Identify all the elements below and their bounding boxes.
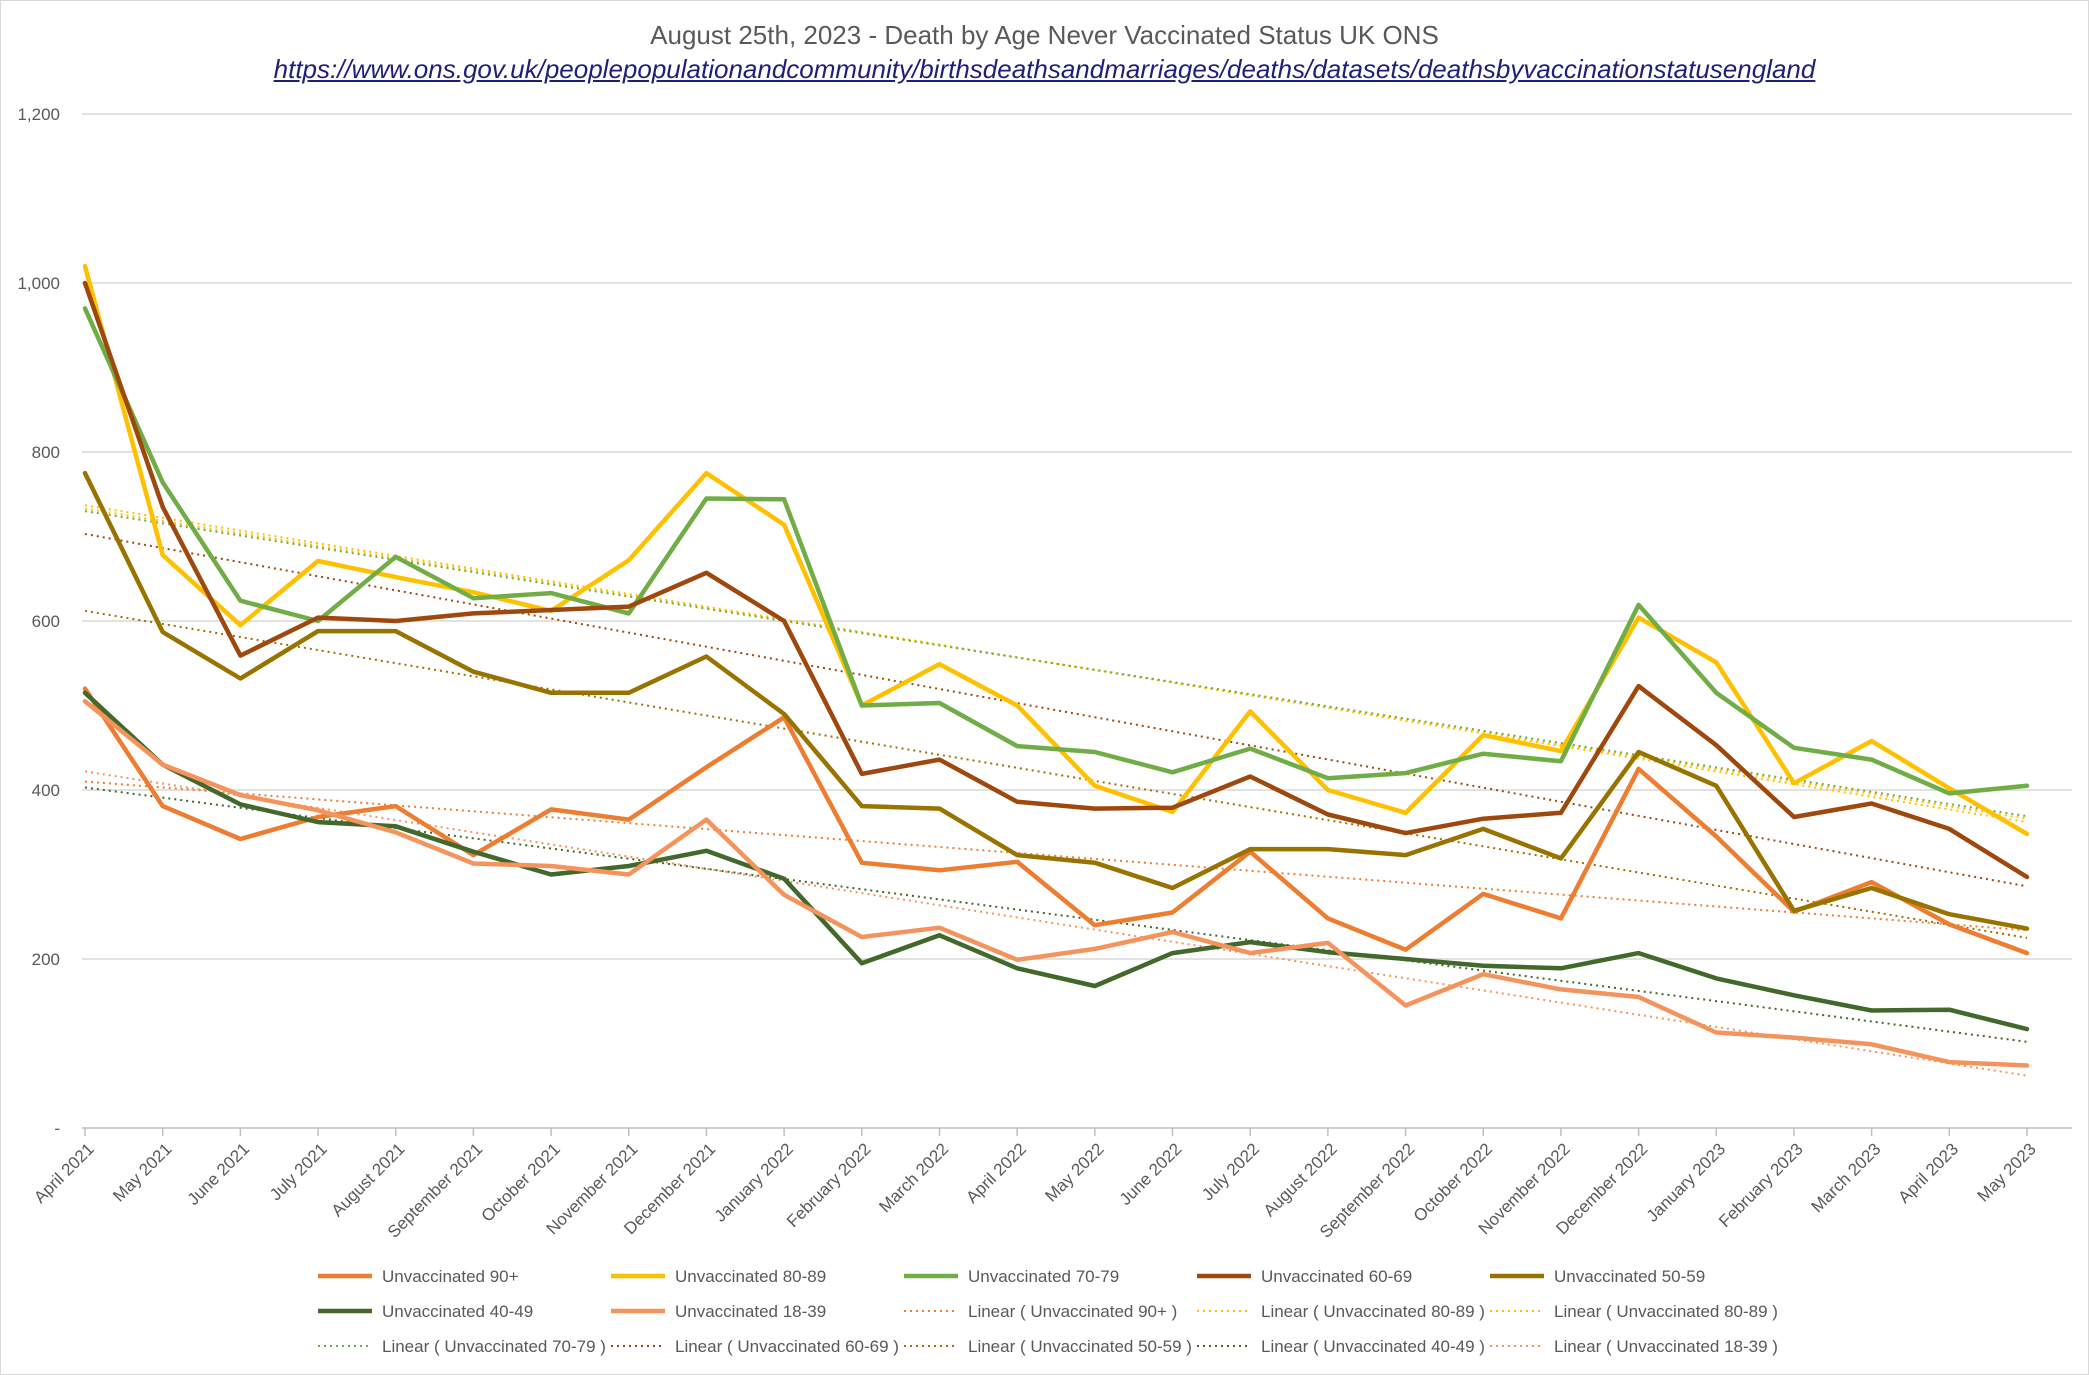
- legend-entry[interactable]: Linear ( Unvaccinated 60-69 ): [611, 1337, 899, 1356]
- legend-label: Linear ( Unvaccinated 18-39 ): [1554, 1337, 1778, 1356]
- x-tick-label: April 2021: [30, 1139, 98, 1207]
- series-line: [82, 699, 2030, 1068]
- y-tick-label: 200: [32, 950, 60, 969]
- x-tick-label: May 2023: [1974, 1139, 2040, 1205]
- legend-label: Linear ( Unvaccinated 90+ ): [968, 1302, 1177, 1321]
- y-tick-label: 400: [32, 781, 60, 800]
- y-tick-label: -: [54, 1119, 60, 1138]
- trendline: [84, 507, 2028, 820]
- series-line: [82, 280, 2030, 880]
- chart-title: August 25th, 2023 - Death by Age Never V…: [650, 20, 1439, 50]
- trendline: [84, 510, 2028, 818]
- series-line: [82, 690, 2030, 1032]
- legend: Unvaccinated 90+ Unvaccinated 80-89 Unvacc…: [318, 1267, 1778, 1356]
- x-tick-label: February 2022: [783, 1139, 875, 1231]
- legend-entry[interactable]: Linear ( Unvaccinated 70-79 ): [318, 1337, 606, 1356]
- legend-label: Linear ( Unvaccinated 80-89 ): [1554, 1302, 1778, 1321]
- x-tick-label: June 2022: [1116, 1139, 1186, 1209]
- x-tick-label: August 2021: [328, 1139, 409, 1220]
- series-line: [82, 470, 2030, 931]
- y-axis: - 200 400 600 800 1,000 1,200: [17, 105, 60, 1138]
- x-axis: April 2021 May 2021 June 2021 July 2021Augu…: [30, 1127, 2072, 1242]
- legend-entry[interactable]: Linear ( Unvaccinated 50-59 ): [904, 1337, 1192, 1356]
- x-tick-label: August 2022: [1260, 1139, 1341, 1220]
- legend-entry[interactable]: Linear ( Unvaccinated 18-39 ): [1490, 1337, 1778, 1356]
- legend-label: Unvaccinated 18-39: [675, 1302, 826, 1321]
- legend-label: Linear ( Unvaccinated 80-89 ): [1261, 1302, 1485, 1321]
- legend-label: Linear ( Unvaccinated 60-69 ): [675, 1337, 899, 1356]
- legend-entry[interactable]: Unvaccinated 80-89: [611, 1267, 826, 1286]
- x-tick-label: February 2023: [1715, 1139, 1807, 1231]
- legend-entry[interactable]: Unvaccinated 60-69: [1197, 1267, 1412, 1286]
- x-tick-label: October 2022: [1410, 1139, 1496, 1225]
- legend-label: Linear ( Unvaccinated 40-49 ): [1261, 1337, 1485, 1356]
- x-tick-label: July 2022: [1198, 1139, 1263, 1204]
- series-line: [82, 263, 2030, 837]
- x-tick-label: March 2022: [875, 1139, 952, 1216]
- series-lines: [82, 263, 2030, 1068]
- x-tick-label: May 2022: [1041, 1139, 1107, 1205]
- legend-label: Unvaccinated 80-89: [675, 1267, 826, 1286]
- gridlines: [82, 113, 2072, 960]
- legend-label: Unvaccinated 40-49: [382, 1302, 533, 1321]
- trendline: [84, 609, 2028, 939]
- x-tick-label: April 2023: [1895, 1139, 1963, 1207]
- chart-subtitle[interactable]: https://www.ons.gov.uk/peoplepopulationa…: [273, 54, 1816, 84]
- x-tick-label: June 2021: [184, 1139, 254, 1209]
- trendline: [84, 786, 2028, 1043]
- trendline: [84, 504, 2028, 824]
- legend-entry[interactable]: Linear ( Unvaccinated 80-89 ): [1490, 1302, 1778, 1321]
- series-line: [82, 306, 2030, 796]
- legend-entry[interactable]: Linear ( Unvaccinated 40-49 ): [1197, 1337, 1485, 1356]
- legend-entry[interactable]: Unvaccinated 18-39: [611, 1302, 826, 1321]
- legend-entry[interactable]: Unvaccinated 50-59: [1490, 1267, 1705, 1286]
- legend-label: Unvaccinated 60-69: [1261, 1267, 1412, 1286]
- trendline: [84, 532, 2028, 888]
- x-tick-label: January 2023: [1643, 1139, 1729, 1225]
- x-tick-label: January 2022: [711, 1139, 797, 1225]
- x-tick-label: March 2023: [1808, 1139, 1885, 1216]
- x-tick-label: July 2021: [266, 1139, 331, 1204]
- legend-label: Unvaccinated 90+: [382, 1267, 519, 1286]
- series-line: [82, 686, 2030, 956]
- legend-label: Unvaccinated 70-79: [968, 1267, 1119, 1286]
- legend-entry[interactable]: Linear ( Unvaccinated 80-89 ): [1197, 1302, 1485, 1321]
- legend-entry[interactable]: Unvaccinated 90+: [318, 1267, 519, 1286]
- legend-label: Unvaccinated 50-59: [1554, 1267, 1705, 1286]
- y-tick-label: 1,200: [17, 105, 60, 124]
- y-tick-label: 1,000: [17, 274, 60, 293]
- legend-entry[interactable]: Linear ( Unvaccinated 90+ ): [904, 1302, 1177, 1321]
- x-tick-label: May 2021: [109, 1139, 175, 1205]
- y-tick-label: 800: [32, 443, 60, 462]
- legend-label: Linear ( Unvaccinated 70-79 ): [382, 1337, 606, 1356]
- y-tick-label: 600: [32, 612, 60, 631]
- legend-entry[interactable]: Unvaccinated 40-49: [318, 1302, 533, 1321]
- legend-entry[interactable]: Unvaccinated 70-79: [904, 1267, 1119, 1286]
- x-tick-label: October 2021: [478, 1139, 564, 1225]
- x-tick-label: April 2022: [962, 1139, 1030, 1207]
- legend-label: Linear ( Unvaccinated 50-59 ): [968, 1337, 1192, 1356]
- trendline: [84, 780, 2028, 932]
